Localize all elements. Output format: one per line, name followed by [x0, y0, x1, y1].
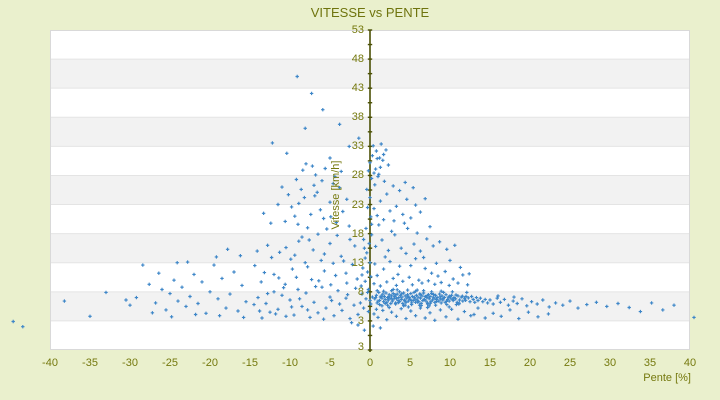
x-tick-label: -10 [282, 357, 298, 369]
y-tick-label: 38 [351, 111, 364, 124]
y-axis-end-label: 3 [357, 341, 364, 353]
y-tick-label: 18 [351, 227, 364, 240]
x-tick-label: -25 [162, 357, 178, 369]
y-tick-label: 33 [351, 140, 364, 153]
y-tick-label: 43 [351, 82, 364, 95]
x-tick-label: 0 [366, 357, 374, 369]
y-tick-label: 28 [351, 169, 364, 182]
x-tick-label: 20 [523, 357, 537, 369]
x-tick-label: -20 [202, 357, 218, 369]
x-tick-label: -30 [122, 357, 138, 369]
x-tick-label: 25 [563, 357, 577, 369]
x-axis-title: Pente [%] [643, 372, 691, 384]
x-tick-label: 35 [643, 357, 657, 369]
y-tick-label: 53 [351, 24, 364, 36]
chart-title: VITESSE vs PENTE [310, 5, 430, 20]
x-tick-label: -5 [325, 357, 335, 369]
y-tick-label: 13 [351, 256, 364, 269]
scatter-points [11, 74, 696, 332]
y-tick-label: 48 [351, 53, 364, 66]
y-tick-label: 23 [351, 198, 364, 211]
y-tick-label: 8 [357, 285, 364, 298]
x-tick-label: -35 [82, 357, 98, 369]
x-tick-label: 15 [483, 357, 497, 369]
y-tick-label: 3 [357, 314, 364, 327]
x-tick-label: -15 [242, 357, 258, 369]
x-tick-label: 10 [443, 357, 457, 369]
x-tick-label: -40 [42, 357, 58, 369]
x-tick-label: 5 [406, 357, 414, 369]
y-axis-title: Vitesse [km/h] [330, 160, 342, 230]
x-tick-label: 30 [603, 357, 617, 369]
x-tick-label: 40 [683, 357, 697, 369]
